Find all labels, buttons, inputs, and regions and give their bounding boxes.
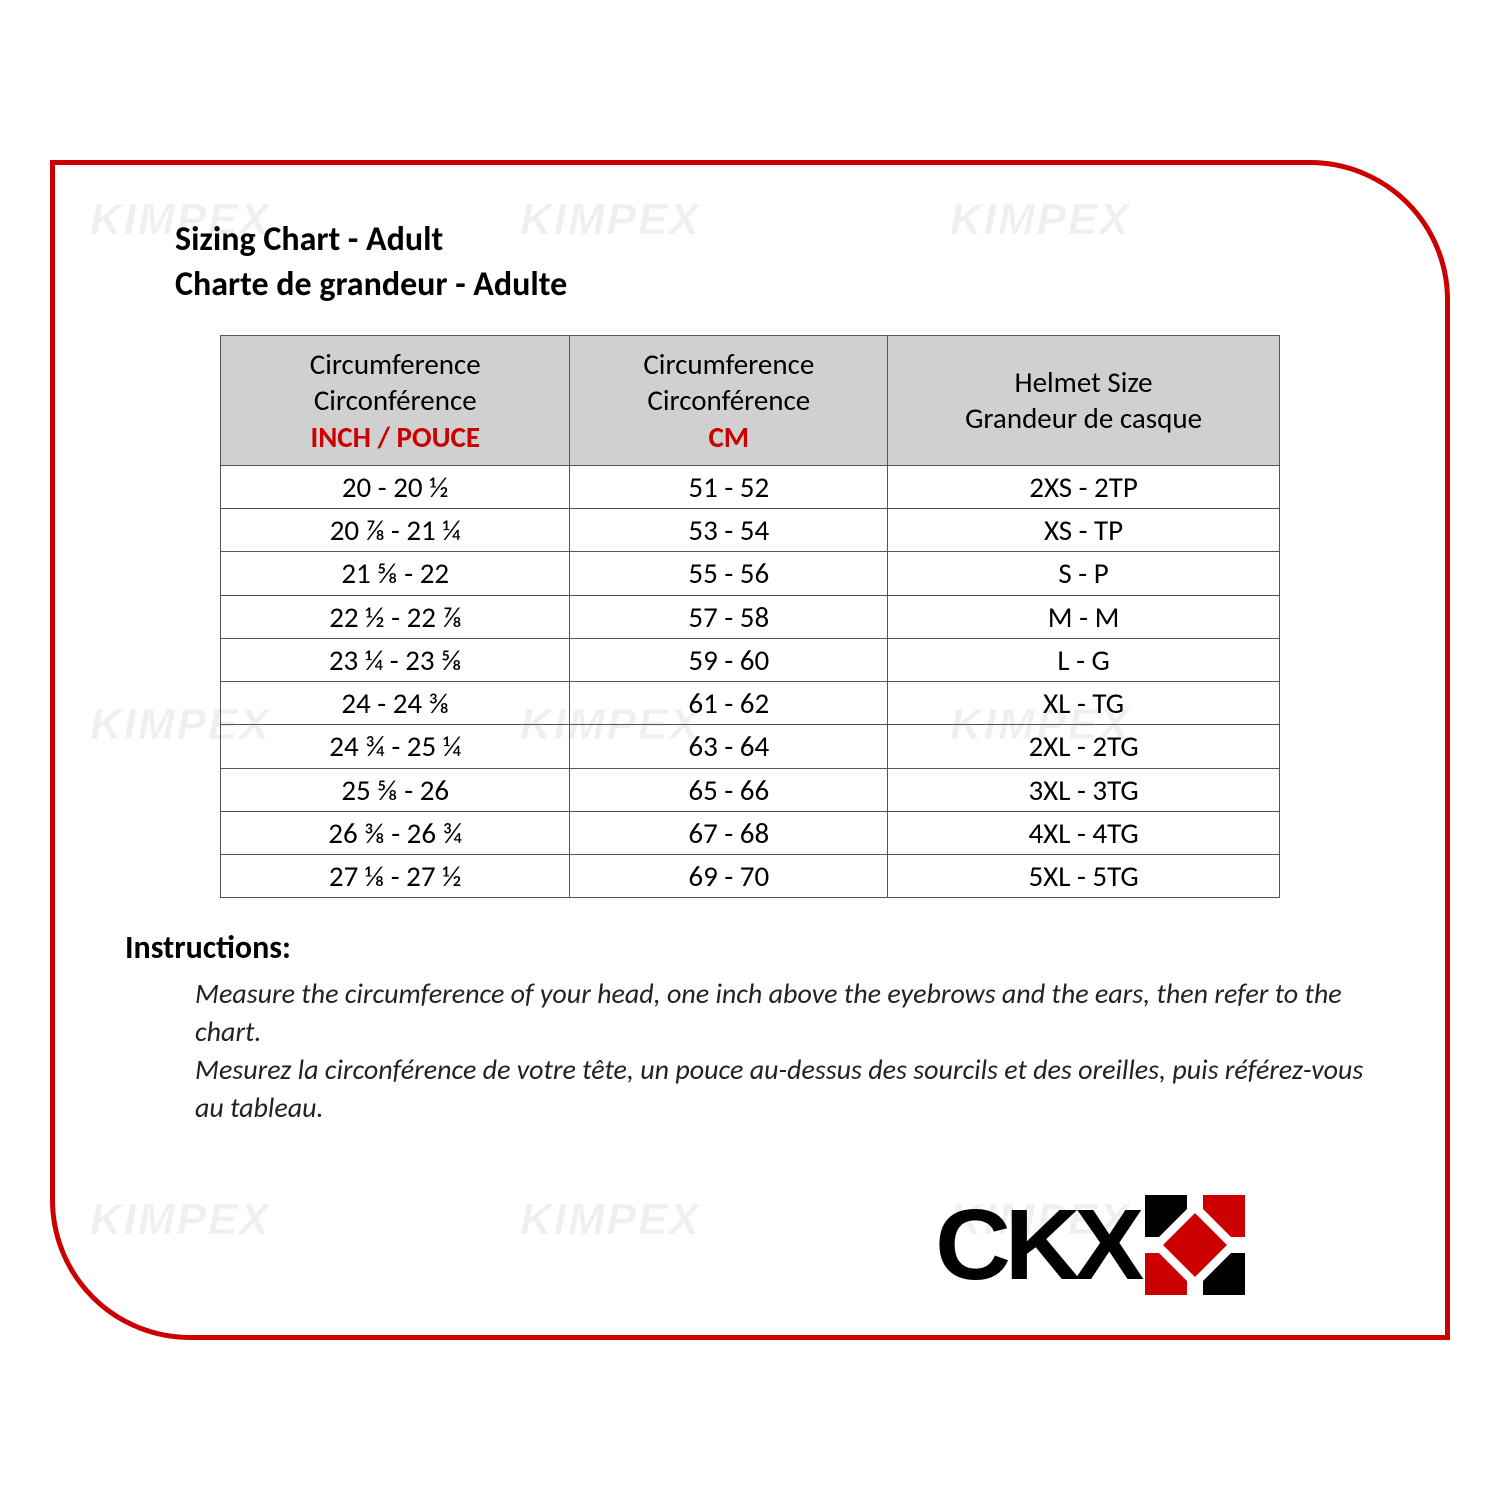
table-row: 24 ¾ - 25 ¼63 - 642XL - 2TG <box>221 725 1280 768</box>
table-cell: 5XL - 5TG <box>888 855 1280 898</box>
table-header: CircumferenceCirconférenceINCH / POUCECi… <box>221 336 1280 466</box>
table-cell: 2XS - 2TP <box>888 465 1280 508</box>
table-cell: 27 ⅛ - 27 ½ <box>221 855 570 898</box>
table-row: 20 ⅞ - 21 ¼53 - 54XS - TP <box>221 509 1280 552</box>
table-row: 20 - 20 ½51 - 522XS - 2TP <box>221 465 1280 508</box>
title-en: Sizing Chart - Adult <box>175 219 1375 260</box>
card-frame: Sizing Chart - Adult Charte de grandeur … <box>50 160 1450 1340</box>
table-cell: 59 - 60 <box>570 638 888 681</box>
table-row: 23 ¼ - 23 ⅝59 - 60L - G <box>221 638 1280 681</box>
table-cell: 26 ⅜ - 26 ¾ <box>221 811 570 854</box>
table-row: 27 ⅛ - 27 ½69 - 705XL - 5TG <box>221 855 1280 898</box>
table-column-header: Helmet SizeGrandeur de casque <box>888 336 1280 466</box>
table-row: 25 ⅝ - 2665 - 663XL - 3TG <box>221 768 1280 811</box>
table-cell: 24 - 24 ⅜ <box>221 682 570 725</box>
table-cell: 21 ⅝ - 22 <box>221 552 570 595</box>
instructions-en: Measure the circumference of your head, … <box>195 976 1342 1049</box>
table-cell: 57 - 58 <box>570 595 888 638</box>
table-cell: 67 - 68 <box>570 811 888 854</box>
table-body: 20 - 20 ½51 - 522XS - 2TP20 ⅞ - 21 ¼53 -… <box>221 465 1280 898</box>
table-cell: S - P <box>888 552 1280 595</box>
table-cell: XL - TG <box>888 682 1280 725</box>
table-row: 24 - 24 ⅜61 - 62XL - TG <box>221 682 1280 725</box>
table-cell: 69 - 70 <box>570 855 888 898</box>
table-cell: 53 - 54 <box>570 509 888 552</box>
table-cell: L - G <box>888 638 1280 681</box>
table-column-header: CircumferenceCirconférenceCM <box>570 336 888 466</box>
logo-text: CKX <box>935 1195 1138 1295</box>
title-fr: Charte de grandeur - Adulte <box>175 264 1375 305</box>
sizing-table: CircumferenceCirconférenceINCH / POUCECi… <box>220 335 1280 898</box>
table-cell: 63 - 64 <box>570 725 888 768</box>
table-cell: XS - TP <box>888 509 1280 552</box>
brand-logo: CKX <box>940 1195 1245 1295</box>
table-cell: 24 ¾ - 25 ¼ <box>221 725 570 768</box>
instructions-label: Instructions: <box>125 928 1375 967</box>
table-cell: 61 - 62 <box>570 682 888 725</box>
table-cell: 65 - 66 <box>570 768 888 811</box>
table-cell: 22 ½ - 22 ⅞ <box>221 595 570 638</box>
table-cell: 4XL - 4TG <box>888 811 1280 854</box>
table-cell: 25 ⅝ - 26 <box>221 768 570 811</box>
table-cell: 20 ⅞ - 21 ¼ <box>221 509 570 552</box>
table-row: 22 ½ - 22 ⅞57 - 58M - M <box>221 595 1280 638</box>
table-cell: 55 - 56 <box>570 552 888 595</box>
table-column-header: CircumferenceCirconférenceINCH / POUCE <box>221 336 570 466</box>
table-cell: M - M <box>888 595 1280 638</box>
table-cell: 2XL - 2TG <box>888 725 1280 768</box>
table-cell: 23 ¼ - 23 ⅝ <box>221 638 570 681</box>
table-row: 21 ⅝ - 2255 - 56S - P <box>221 552 1280 595</box>
table-cell: 51 - 52 <box>570 465 888 508</box>
instructions-body: Measure the circumference of your head, … <box>195 975 1375 1126</box>
table-row: 26 ⅜ - 26 ¾67 - 684XL - 4TG <box>221 811 1280 854</box>
instructions-fr: Mesurez la circonférence de votre tête, … <box>195 1052 1363 1125</box>
title-block: Sizing Chart - Adult Charte de grandeur … <box>175 219 1375 305</box>
logo-mark-icon <box>1145 1195 1245 1295</box>
table-cell: 3XL - 3TG <box>888 768 1280 811</box>
table-cell: 20 - 20 ½ <box>221 465 570 508</box>
